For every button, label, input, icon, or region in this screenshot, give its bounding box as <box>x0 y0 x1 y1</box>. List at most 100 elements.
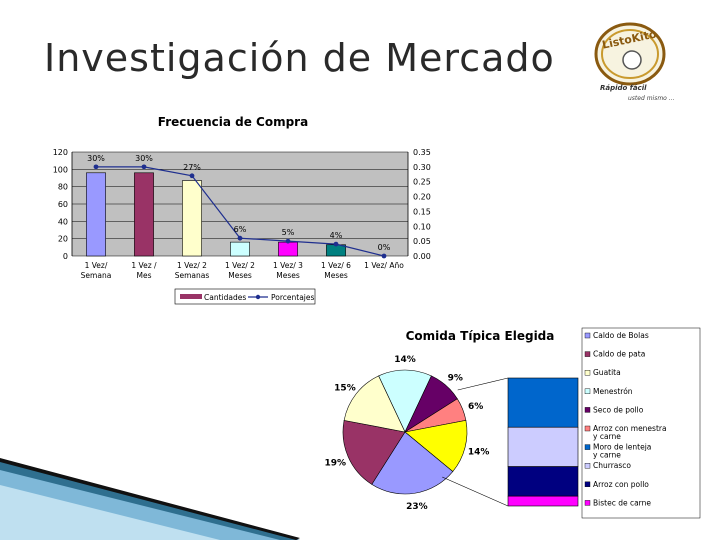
chart1-legend-swatch <box>180 294 202 299</box>
chart1-point <box>333 241 339 247</box>
chart1-yleft-tick: 120 <box>53 148 68 157</box>
chart2-breakout-segment <box>507 426 579 467</box>
chart2-legend-swatch <box>584 407 591 413</box>
chart1-legend-swatch <box>255 294 261 300</box>
chart1-x-tick: Mes <box>137 271 152 280</box>
chart2-slice <box>343 375 406 433</box>
chart1-bar <box>278 241 298 257</box>
chart2-legend-swatch <box>584 370 591 376</box>
chart1-bar <box>134 172 154 257</box>
chart2-legend-swatch <box>584 351 591 357</box>
chart1-yleft-tick: 40 <box>58 217 68 226</box>
chart2-legend-swatch <box>584 425 591 432</box>
chart1-yleft-tick: 100 <box>53 165 68 174</box>
chart1-yright-tick: 0.25 <box>413 178 431 187</box>
chart1-data-label: 4% <box>330 231 343 240</box>
chart1-yleft-tick: 0 <box>63 252 68 261</box>
chart1-point <box>285 238 291 244</box>
chart1-yleft-tick: 60 <box>58 200 68 209</box>
chart2-legend-label: Menestrón <box>593 387 633 396</box>
chart1-data-label: 30% <box>87 154 105 163</box>
chart2-slice <box>342 420 406 485</box>
chart1-x-tick: Semanas <box>175 271 210 280</box>
chart1-x-tick: Meses <box>324 271 348 280</box>
chef-icon <box>622 50 642 70</box>
food-pie-chart: Comida Típica Elegida 14% 9% 6% 14% 23% 19% 15… <box>324 327 701 519</box>
chart1-bar <box>182 180 202 257</box>
chart2-legend-swatch <box>584 444 591 450</box>
chart1-yright-tick: 0.00 <box>413 252 431 261</box>
chart1-bar <box>86 172 106 257</box>
chart1-yright-tick: 0.35 <box>413 148 431 157</box>
chart2-slice-label: 19% <box>324 458 346 468</box>
chart2-legend-swatch <box>584 481 591 488</box>
chart2-slice <box>378 369 432 433</box>
chart1-yleft-tick: 80 <box>58 183 68 192</box>
chart1-point <box>141 164 147 170</box>
chart2-legend <box>581 327 701 519</box>
chart2-legend-label: Bistec de carne <box>593 498 651 507</box>
chart1-title: Frecuencia de Compra <box>158 115 308 129</box>
chart2-slice-label: 9% <box>448 373 463 383</box>
chart2-slice-label: 14% <box>468 447 490 457</box>
chart2-legend-label: Churrasco <box>593 461 631 470</box>
chart1-x-tick: Meses <box>276 271 300 280</box>
chart2-legend-label: Moro de lenteja <box>593 443 651 452</box>
chart2-slice-label: 23% <box>406 502 428 512</box>
chart1-data-label: 6% <box>234 225 247 234</box>
chart1-x-tick: 1 Vez/ 2 <box>225 261 255 270</box>
chart2-legend-label: Seco de pollo <box>593 405 644 414</box>
chart1-data-label: 0% <box>378 243 391 252</box>
chart2-slice-label: 6% <box>468 402 483 412</box>
chart1-x-tick: 1 Vez/ 2 <box>177 261 207 270</box>
chart1-legend-label: Porcentajes <box>271 293 314 302</box>
chart1-yright-tick: 0.20 <box>413 193 431 202</box>
chart1-data-label: 30% <box>135 154 153 163</box>
chart1-yright-tick: 0.05 <box>413 237 431 246</box>
chart1-yright-tick: 0.15 <box>413 207 431 216</box>
chart2-legend-swatch <box>584 462 591 469</box>
chart2-slice <box>404 420 468 472</box>
chart1-yright-tick: 0.10 <box>413 222 431 231</box>
chart2-slice <box>371 431 454 495</box>
chart2-legend-label: Arroz con menestra <box>593 424 667 433</box>
chart1-x-tick: Semana <box>81 271 112 280</box>
chart2-breakout-segment <box>507 495 579 507</box>
chart1-yleft-tick: 20 <box>58 235 68 244</box>
chart2-legend-label: y carne <box>593 451 621 460</box>
chart1-data-label: 27% <box>183 163 201 172</box>
chart1-legend <box>174 288 316 305</box>
chart2-title: Comida Típica Elegida <box>406 329 555 343</box>
chart1-yright-tick: 0.30 <box>413 163 431 172</box>
decorative-swoosh <box>0 458 300 540</box>
chart1-point <box>381 253 387 259</box>
chart2-slice-label: 15% <box>334 384 356 394</box>
chart2-legend-swatch <box>584 388 591 395</box>
chart2-breakout-segment <box>507 377 579 428</box>
chart1-x-tick: 1 Vez / <box>131 261 157 270</box>
chart2-legend-label: Arroz con pollo <box>593 480 649 489</box>
chart2-legend-label: Caldo de pata <box>593 350 645 359</box>
chart1-x-tick: 1 Vez/ 6 <box>321 261 351 270</box>
brand-logo: ListoKito Rápido fácil usted mismo ... <box>594 22 675 102</box>
chart1-data-label: 5% <box>282 228 295 237</box>
chart2-legend-label: Caldo de Bolas <box>593 331 649 340</box>
chart2-slice-label: 14% <box>394 355 416 365</box>
slide-title: Investigación de Mercado <box>44 36 555 80</box>
chart1-point <box>189 173 195 179</box>
chart1-x-tick: 1 Vez/ Año <box>364 261 404 270</box>
logo-tagline-2: usted mismo ... <box>628 95 675 102</box>
chart1-x-tick: 1 Vez/ <box>85 261 108 270</box>
chart2-breakout-segment <box>507 466 579 497</box>
chart1-x-tick: 1 Vez/ 3 <box>273 261 303 270</box>
chart2-legend-label: y carne <box>593 432 621 441</box>
chart1-bar <box>230 241 250 257</box>
chart2-legend-label: Guatita <box>593 368 621 377</box>
frequency-chart: Frecuencia de Compra 30% 30% 27% 6% 5% 4% 0% 0… <box>53 115 431 305</box>
chart1-point <box>93 164 99 170</box>
logo-tagline-1: Rápido fácil <box>600 84 647 92</box>
chart2-legend-swatch <box>584 500 591 506</box>
chart1-legend-label: Cantidades <box>204 293 246 302</box>
chart2-legend-swatch <box>584 332 591 339</box>
chart1-x-tick: Meses <box>228 271 252 280</box>
